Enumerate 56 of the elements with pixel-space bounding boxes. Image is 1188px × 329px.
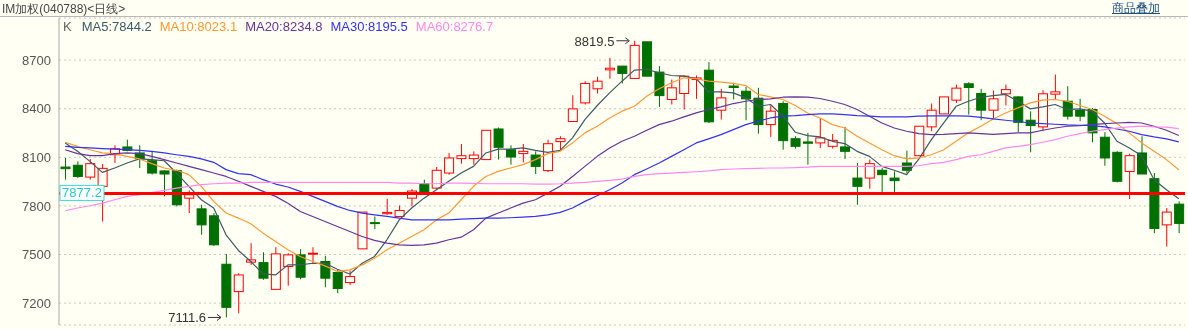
- y-tick-label: 8700: [22, 52, 51, 68]
- annotation: 7111.6: [168, 310, 207, 326]
- text: 商品叠加: [1112, 0, 1160, 17]
- candlestick: [1000, 84, 1011, 106]
- candlestick: [456, 143, 467, 165]
- annotation: K: [63, 19, 72, 34]
- candlestick: [976, 88, 987, 121]
- candlestick: [332, 269, 343, 294]
- candlestick: [307, 246, 318, 264]
- candlestick: [444, 152, 455, 176]
- candlestick: [666, 79, 677, 106]
- candlestick: [889, 170, 900, 193]
- line-series: [64, 125, 1180, 212]
- candlestick: [765, 104, 776, 138]
- candlestick: [1050, 74, 1061, 100]
- candlestick: [159, 169, 170, 197]
- candlestick: [864, 159, 875, 190]
- y-tick-label: 7500: [22, 247, 51, 263]
- candlestick: [840, 126, 851, 160]
- candlestick: [493, 127, 504, 161]
- ref-line-label: 7877.2: [62, 185, 102, 201]
- candlestick: [1075, 98, 1086, 122]
- candlestick: [926, 103, 937, 132]
- text: MA5:7844.2: [81, 19, 152, 34]
- candlestick: [654, 65, 665, 108]
- y-tick-label: 7800: [22, 198, 51, 214]
- chart-title: IM加权(040788)<日线>: [2, 1, 126, 18]
- candlestick: [233, 272, 244, 314]
- candlestick: [1161, 207, 1172, 248]
- candlestick: [1137, 135, 1148, 175]
- candlestick: [505, 144, 516, 166]
- candlestick: [951, 84, 962, 104]
- candlestick: [567, 94, 578, 123]
- candlestick: [60, 157, 71, 181]
- candlestick: [802, 132, 813, 166]
- candlestick: [518, 143, 529, 163]
- candlestick: [877, 167, 888, 193]
- candlestick: [196, 204, 207, 236]
- candlestick: [815, 117, 826, 149]
- text: MA60:8276.7: [415, 19, 494, 34]
- annotation: 8819.5: [574, 33, 615, 49]
- candlestick: [1099, 131, 1110, 167]
- candlestick: [716, 88, 727, 121]
- y-tick-label: 7200: [22, 295, 51, 311]
- candlestick: [85, 158, 96, 181]
- y-tick-label: 8100: [22, 149, 51, 165]
- candlestick: [852, 162, 863, 206]
- text: MA20:8234.8: [245, 19, 323, 34]
- text: MA10:8023.1: [159, 19, 238, 34]
- candlestick: [1174, 200, 1185, 234]
- text: MA30:8195.5: [330, 19, 408, 34]
- candlestick: [988, 90, 999, 121]
- y-tick-label: 8400: [22, 101, 51, 117]
- candlestick: [258, 251, 269, 281]
- candlestick: [580, 80, 591, 106]
- candlestick: [963, 81, 974, 116]
